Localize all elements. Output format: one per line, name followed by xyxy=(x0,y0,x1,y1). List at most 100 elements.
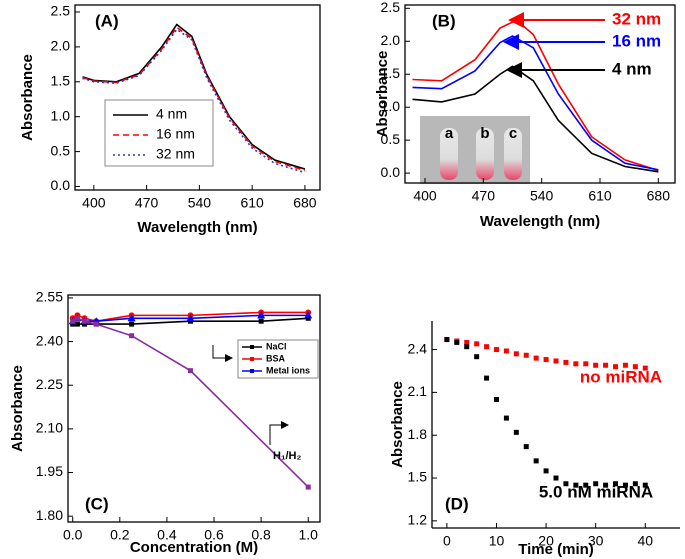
point xyxy=(474,341,480,347)
legend-label: 4 nm xyxy=(156,106,187,122)
series-line xyxy=(82,28,306,174)
point xyxy=(613,364,619,370)
x-tick-label: 540 xyxy=(188,195,212,211)
inset-label: b xyxy=(480,125,489,142)
inset-label: c xyxy=(509,125,517,142)
point xyxy=(632,481,638,487)
x-axis-label: Wavelength (nm) xyxy=(137,219,257,236)
point xyxy=(533,355,539,361)
x-tick-label: 610 xyxy=(240,195,264,211)
point xyxy=(304,311,313,319)
x-tick-label: 680 xyxy=(293,195,317,211)
point xyxy=(642,482,648,488)
y-tick-label: 2.55 xyxy=(36,289,63,305)
x-tick-label: 0 xyxy=(443,533,451,549)
y-tick-label: 2.0 xyxy=(381,32,401,48)
point xyxy=(563,359,569,365)
callout-label: H₁/H₂ xyxy=(273,450,301,462)
point xyxy=(187,368,193,374)
point xyxy=(74,315,80,321)
point xyxy=(613,481,619,487)
point xyxy=(563,481,569,487)
point xyxy=(129,321,135,327)
point xyxy=(543,357,549,363)
legend-label: 16 nm xyxy=(156,126,195,142)
point xyxy=(583,482,589,488)
y-tick-label: 1.5 xyxy=(381,65,401,81)
x-tick-label: 540 xyxy=(530,188,554,204)
series-line xyxy=(412,65,659,173)
legend-label: BSA xyxy=(266,353,286,363)
y-tick-label: 0.0 xyxy=(381,164,401,180)
y-axis-label: Absorbance xyxy=(9,365,26,452)
point xyxy=(632,364,638,370)
point xyxy=(573,361,579,367)
plot-frame xyxy=(67,294,321,523)
x-tick-label: 1.0 xyxy=(298,527,318,543)
point xyxy=(464,339,470,345)
inset-photo xyxy=(420,116,530,184)
point xyxy=(186,314,195,322)
point xyxy=(484,375,490,381)
series-label: no miRNA xyxy=(580,367,662,386)
x-tick-label: 0.8 xyxy=(251,527,271,543)
y-tick-label: 1.0 xyxy=(381,98,401,114)
x-tick-label: 0.4 xyxy=(157,527,177,543)
y-tick-label: 2.0 xyxy=(51,38,71,54)
y-tick-label: 0.0 xyxy=(51,177,71,193)
point xyxy=(70,318,76,324)
point xyxy=(593,362,599,368)
point xyxy=(129,333,135,339)
y-tick-label: 1.5 xyxy=(408,469,428,485)
point xyxy=(493,347,499,353)
x-tick-label: 0.6 xyxy=(204,527,224,543)
point xyxy=(603,362,609,368)
legend-marker xyxy=(250,345,254,349)
y-tick-label: 2.40 xyxy=(36,332,63,348)
point xyxy=(127,314,136,322)
point xyxy=(444,337,450,343)
series-label: 5.0 nM miRNA xyxy=(539,482,653,501)
y-tick-label: 1.5 xyxy=(51,72,71,88)
point xyxy=(464,344,470,350)
x-axis-label: Concentration (M) xyxy=(130,539,258,556)
series-line xyxy=(412,19,659,172)
y-tick-label: 0.5 xyxy=(381,131,401,147)
point xyxy=(553,475,559,481)
point xyxy=(523,352,529,358)
x-tick-label: 10 xyxy=(489,533,505,549)
point xyxy=(593,481,599,487)
y-tick-label: 1.95 xyxy=(36,463,63,479)
point xyxy=(583,361,589,367)
legend-label: 32 nm xyxy=(156,146,195,162)
point xyxy=(642,365,648,371)
x-tick-label: 400 xyxy=(413,188,437,204)
callout-label: 4 nm xyxy=(612,59,652,78)
x-tick-label: 680 xyxy=(647,188,671,204)
point xyxy=(305,484,311,490)
y-tick-label: 2.25 xyxy=(36,376,63,392)
x-tick-label: 40 xyxy=(637,533,653,549)
x-axis-label: Time (min) xyxy=(518,541,594,558)
y-axis-label: Absorbance xyxy=(389,381,406,468)
plot-frame xyxy=(404,4,676,184)
legend-label: NaCl xyxy=(266,341,287,351)
y-tick-label: 2.10 xyxy=(36,420,63,436)
point xyxy=(93,321,99,327)
y-tick-label: 1.2 xyxy=(408,512,428,528)
callout-label: 32 nm xyxy=(612,9,661,28)
x-tick-label: 470 xyxy=(135,195,159,211)
y-tick-label: 0.5 xyxy=(51,142,71,158)
point xyxy=(622,362,628,368)
point xyxy=(622,482,628,488)
y-tick-label: 2.4 xyxy=(408,340,428,356)
point xyxy=(523,444,529,450)
x-tick-label: 0.2 xyxy=(110,527,130,543)
point xyxy=(493,397,499,403)
legend-marker xyxy=(250,369,254,373)
panel-label: (C) xyxy=(85,494,109,513)
point xyxy=(484,344,490,350)
point xyxy=(543,468,549,474)
point xyxy=(81,318,87,324)
